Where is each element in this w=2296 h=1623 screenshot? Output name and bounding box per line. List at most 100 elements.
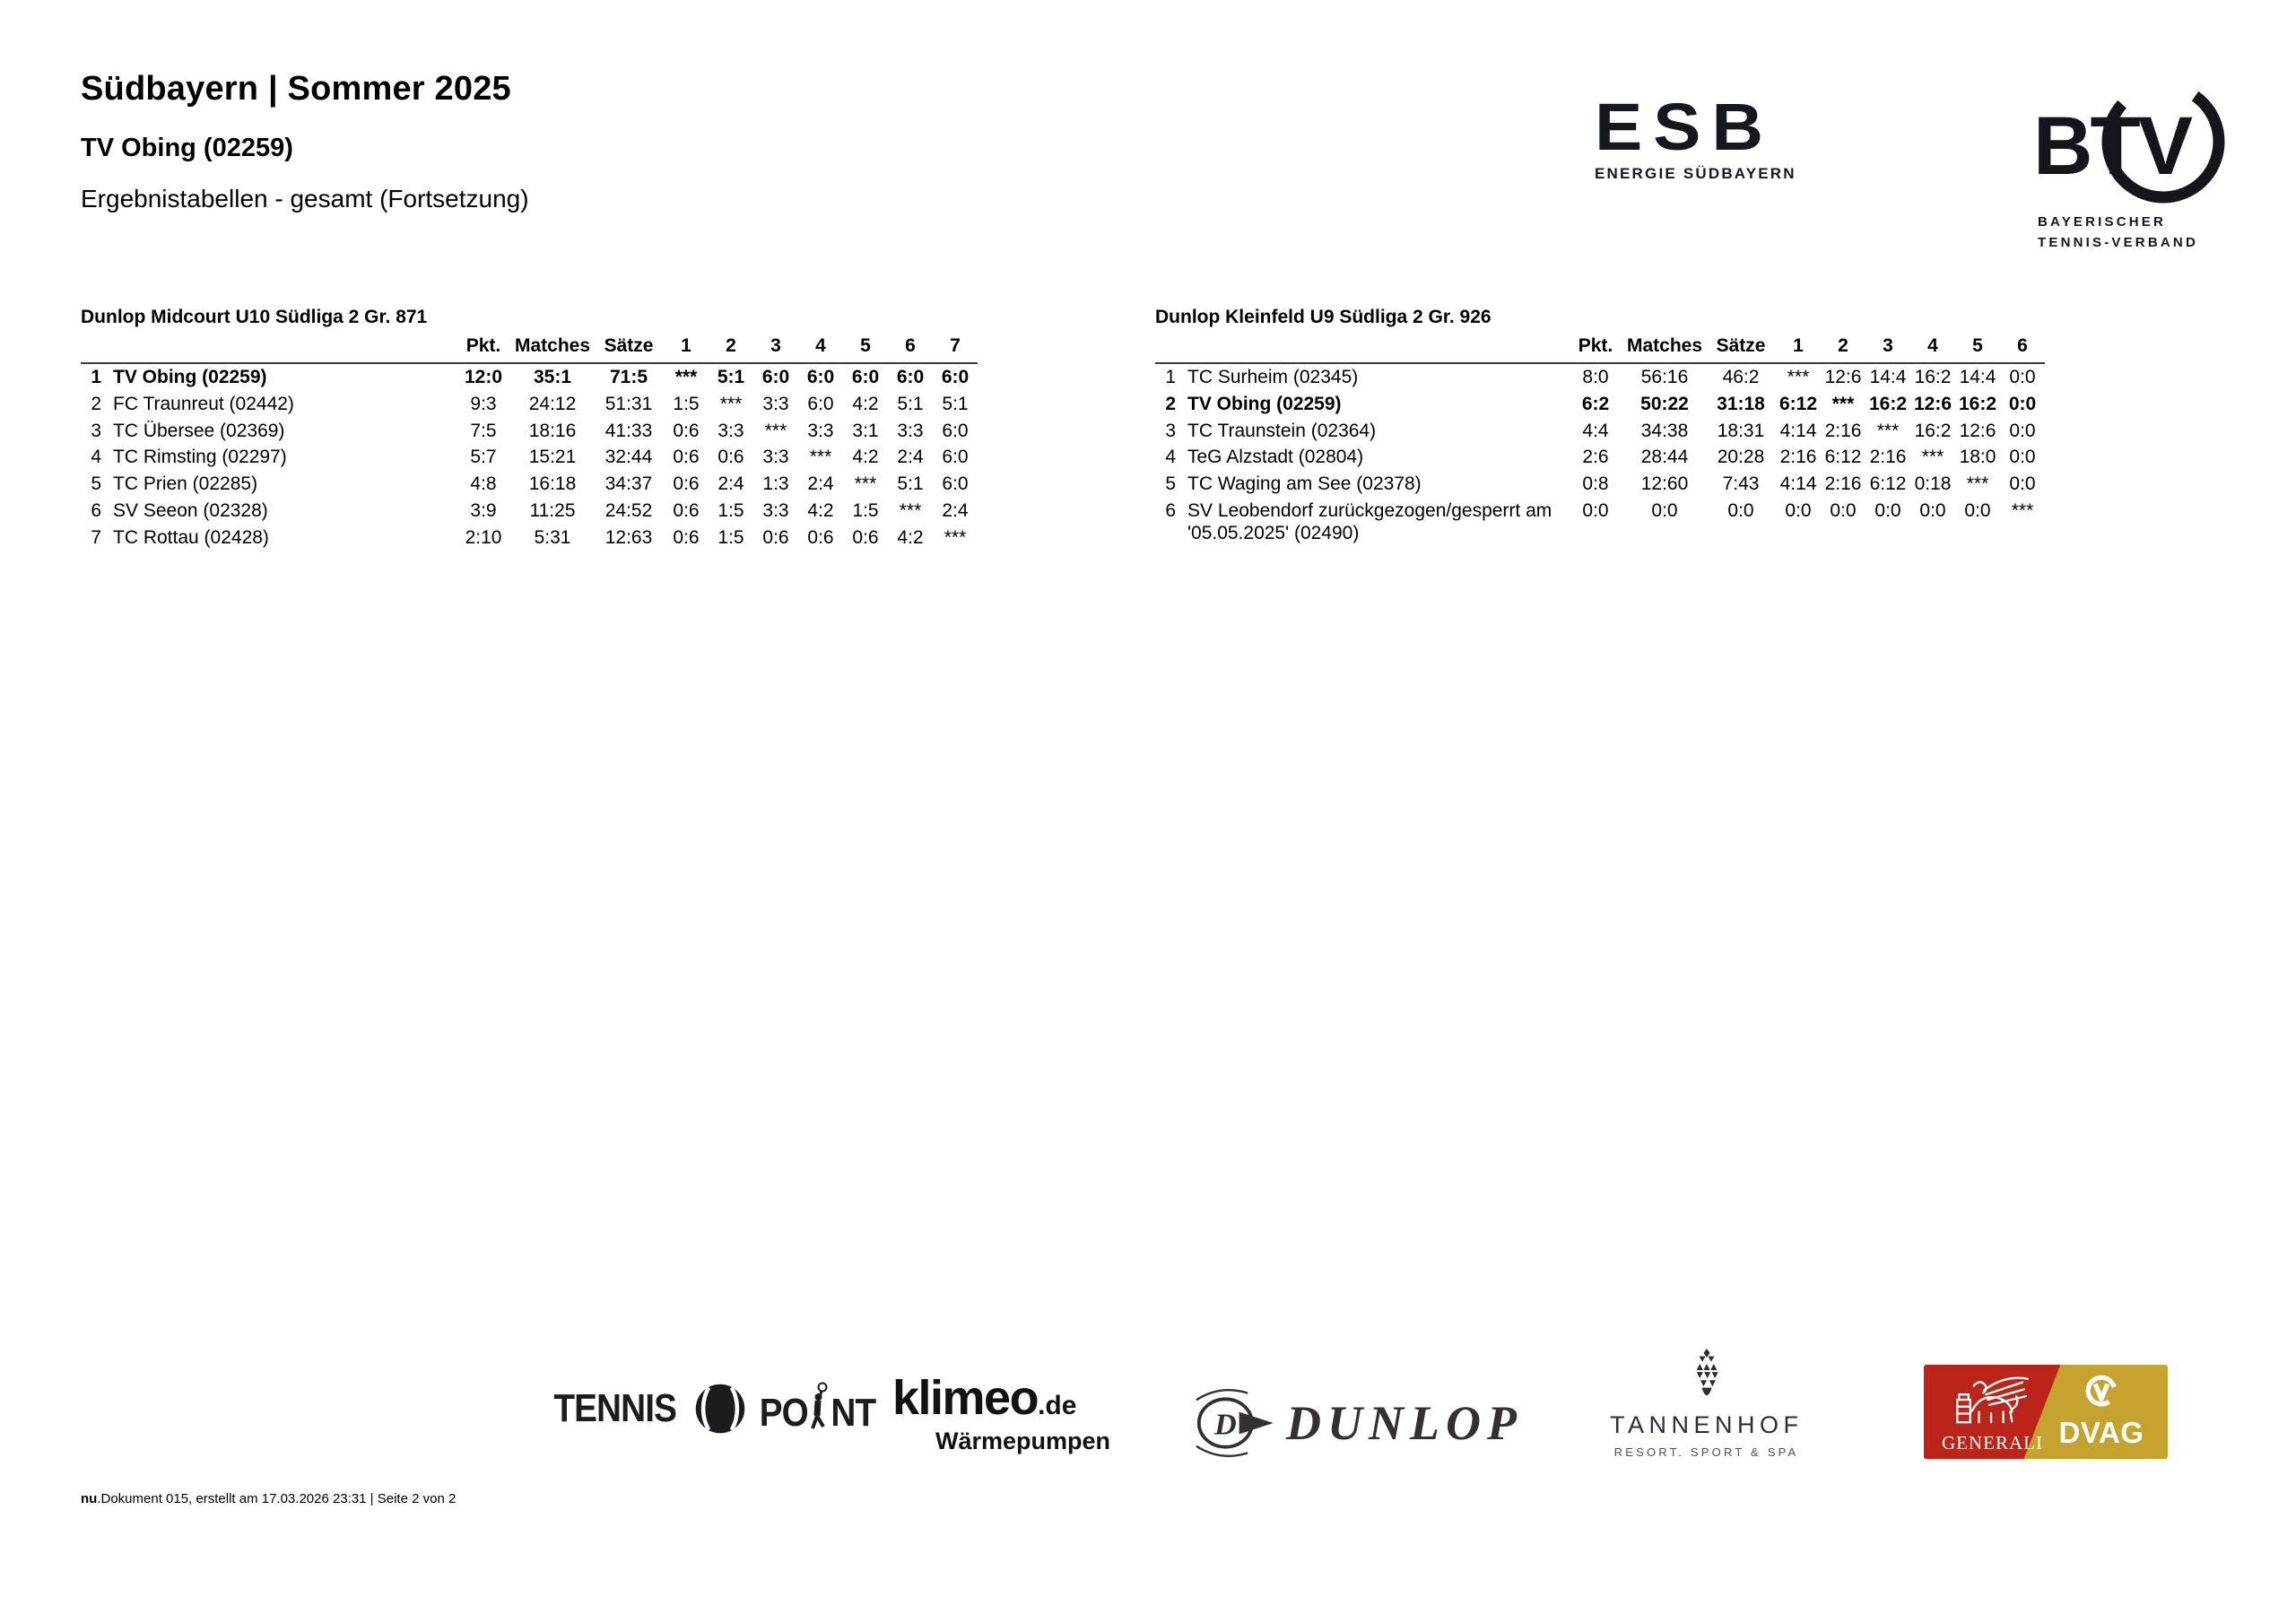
result-cell: 6:0: [806, 367, 835, 387]
result-cell: 0:0: [2009, 367, 2036, 387]
table-row: 7 TC Rottau (02428) 2:10 5:31 12:63 0:6 1:5 0:6…: [81, 525, 978, 551]
result-cell: 2:16: [1824, 420, 1862, 441]
team-cell: TC Traunstein (02364): [1187, 420, 1377, 441]
result-cell: 24:52: [604, 499, 653, 521]
result-cell: 0:6: [673, 420, 700, 441]
table-row: 4 TC Rimsting (02297) 5:7 15:21 32:44 0:6 0:6 3…: [81, 444, 978, 471]
result-cell: 18:31: [1717, 420, 1765, 441]
tannenhof-logo: TANNENHOF RESORT. SPORT & SPA: [1610, 1349, 1803, 1459]
result-cell: 6:12: [1869, 473, 1907, 495]
table-row: 4 TeG Alzstadt (02804) 2:6 28:44 20:28 2:16 6:…: [1155, 444, 2045, 471]
team-cell: TC Rottau (02428): [113, 526, 269, 548]
footer-text: .Dokument 015, erstellt am 17.03.2026 23…: [97, 1491, 457, 1506]
result-cell: 0:0: [1651, 499, 1678, 521]
result-cell: 1:5: [718, 499, 744, 521]
result-cell: 0:0: [1964, 499, 1991, 521]
result-cell: 12:6: [1959, 420, 1996, 441]
tennis-ball-icon: [696, 1384, 745, 1434]
result-cell: ***: [764, 420, 787, 441]
result-cell: 71:5: [609, 367, 648, 387]
results-table: Pkt. Matches Sätze 1 2 3 4 5 6 1 TC Surheim (02345…: [1155, 334, 2045, 546]
dunlop-wordmark: DUNLOP: [1286, 1396, 1523, 1450]
result-cell: 0:6: [673, 473, 700, 495]
dunlop-flying-d-icon: D: [1196, 1389, 1274, 1457]
generali-block: GENERALI: [1936, 1371, 2048, 1454]
table-row: 1 TV Obing (02259) 12:0 35:1 71:5 *** 5:1 6:0 6:…: [81, 363, 978, 391]
column-header: 2: [709, 334, 753, 364]
column-header: Pkt.: [456, 334, 511, 364]
esb-tagline: ENERGIE SÜDBAYERN: [1595, 165, 1796, 182]
document-header: Südbayern | Sommer 2025 TV Obing (02259)…: [81, 70, 529, 213]
result-cell: 0:6: [673, 526, 700, 548]
results-table-block-midcourt: Dunlop Midcourt U10 Südliga 2 Gr. 871 Pk…: [81, 307, 978, 551]
result-cell: 9:3: [470, 393, 497, 414]
result-cell: 16:2: [1914, 420, 1952, 441]
result-cell: 2:10: [465, 526, 502, 548]
rank-cell: 5: [91, 473, 101, 495]
column-header: 6: [2000, 334, 2045, 364]
team-cell: TV Obing (02259): [1187, 393, 1342, 414]
tennis-point-logo: TENNIS PO NT: [545, 1382, 879, 1436]
table-row: 1 TC Surheim (02345) 8:0 56:16 46:2 *** 12:6 14…: [1155, 363, 2045, 391]
result-cell: ***: [854, 473, 877, 495]
team-column-spacer: [1155, 334, 1568, 364]
result-cell: 51:31: [604, 393, 653, 414]
rank-cell: 6: [91, 499, 101, 521]
dvag-block: DVAG: [2051, 1373, 2152, 1450]
tannenhof-tagline: RESORT. SPORT & SPA: [1613, 1445, 1799, 1459]
result-cell: 4:2: [852, 447, 879, 468]
tennis-point-word-nt: NT: [831, 1391, 876, 1435]
result-cell: 6:0: [896, 367, 925, 387]
result-cell: 2:4: [807, 473, 834, 495]
page-footer: nu.Dokument 015, erstellt am 17.03.2026 …: [81, 1491, 456, 1506]
rank-cell: 4: [91, 447, 101, 468]
result-cell: ***: [2011, 499, 2034, 521]
result-cell: 4:4: [1582, 420, 1609, 441]
result-cell: 4:2: [807, 499, 834, 521]
result-cell: 0:6: [762, 526, 789, 548]
column-header: Matches: [1623, 334, 1706, 364]
result-cell: 0:0: [1785, 499, 1812, 521]
result-cell: 6:0: [942, 447, 969, 468]
column-header: 3: [753, 334, 798, 364]
column-header: 2: [1821, 334, 1866, 364]
result-cell: 6:12: [1779, 393, 1818, 414]
result-cell: 16:18: [528, 473, 577, 495]
btv-tennisball-icon: BTV: [2038, 81, 2225, 204]
team-cell: TV Obing (02259): [113, 367, 267, 387]
result-cell: ***: [674, 367, 698, 387]
result-cell: 11:25: [529, 499, 576, 521]
result-cell: 35:1: [533, 367, 572, 387]
result-cell: 2:4: [718, 473, 744, 495]
dunlop-logo: D DUNLOP: [1191, 1386, 1523, 1460]
result-cell: 0:6: [852, 526, 879, 548]
club-title: TV Obing (02259): [81, 134, 293, 162]
result-cell: 4:14: [1779, 473, 1817, 495]
result-cell: 2:4: [942, 499, 969, 521]
result-cell: ***: [1921, 447, 1944, 468]
result-cell: 0:0: [2009, 447, 2036, 468]
rank-cell: 1: [91, 367, 101, 387]
dvag-wordmark: DVAG: [2058, 1416, 2144, 1449]
result-cell: 6:0: [807, 393, 834, 414]
klimeo-tld: .de: [1038, 1391, 1077, 1420]
result-cell: 2:4: [897, 447, 924, 468]
tennis-player-icon: [811, 1382, 828, 1429]
btv-tagline-line1: BAYERISCHER: [2038, 214, 2167, 230]
result-cell: 3:1: [852, 420, 879, 441]
btv-tagline-line2: TENNIS-VERBAND: [2038, 235, 2198, 250]
result-cell: 24:12: [528, 393, 577, 414]
result-cell: 32:44: [604, 447, 653, 468]
result-cell: 6:12: [1824, 447, 1862, 468]
result-cell: 12:6: [1913, 393, 1952, 414]
table-row: 5 TC Prien (02285) 4:8 16:18 34:37 0:6 2:4 1:3 2…: [81, 471, 978, 498]
results-table-block-kleinfeld: Dunlop Kleinfeld U9 Südliga 2 Gr. 926 Pk…: [1155, 307, 2045, 546]
rank-cell: 3: [1165, 420, 1176, 441]
result-cell: 4:8: [470, 473, 497, 495]
result-cell: 6:0: [761, 367, 790, 387]
result-cell: 0:0: [1830, 499, 1857, 521]
result-cell: ***: [809, 447, 832, 468]
result-cell: 6:0: [942, 473, 969, 495]
result-cell: 18:16: [528, 420, 577, 441]
rank-cell: 2: [91, 393, 101, 414]
